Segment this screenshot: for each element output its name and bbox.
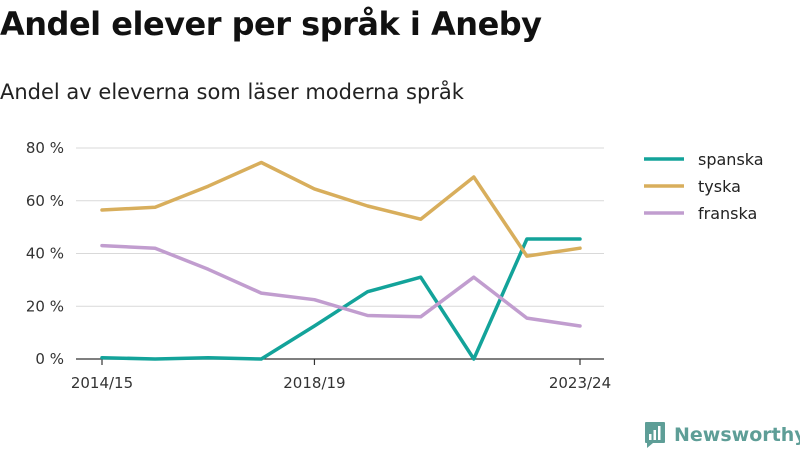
chart-title: Andel elever per språk i Aneby bbox=[0, 5, 542, 43]
series-lines bbox=[100, 160, 582, 361]
series-line-franska bbox=[100, 243, 582, 328]
x-tick-label: 2023/24 bbox=[549, 374, 611, 392]
y-tick-label: 0 % bbox=[35, 350, 64, 368]
chart-subtitle: Andel av eleverna som läser moderna språ… bbox=[0, 80, 464, 104]
series-line-tyska bbox=[100, 160, 582, 258]
legend: spanska tyska franska bbox=[644, 150, 764, 223]
x-tick-label: 2018/19 bbox=[283, 374, 345, 392]
axes: 0 % 20 % 40 % 60 % 80 % 2014/15 2018/19 2023/24 bbox=[26, 139, 611, 392]
legend-label-franska: franska bbox=[698, 204, 757, 223]
y-tick-label: 40 % bbox=[26, 245, 64, 263]
y-tick-label: 80 % bbox=[26, 139, 64, 157]
y-tick-label: 20 % bbox=[26, 297, 64, 315]
y-tick-label: 60 % bbox=[26, 192, 64, 210]
newsworthy-logo-icon bbox=[645, 422, 665, 448]
brand: Newsworthy bbox=[644, 420, 800, 450]
brand-name: Newsworthy bbox=[674, 424, 800, 446]
x-tick-label: 2014/15 bbox=[71, 374, 133, 392]
legend-label-spanska: spanska bbox=[698, 150, 764, 169]
legend-label-tyska: tyska bbox=[698, 177, 741, 196]
gridlines bbox=[76, 147, 604, 307]
